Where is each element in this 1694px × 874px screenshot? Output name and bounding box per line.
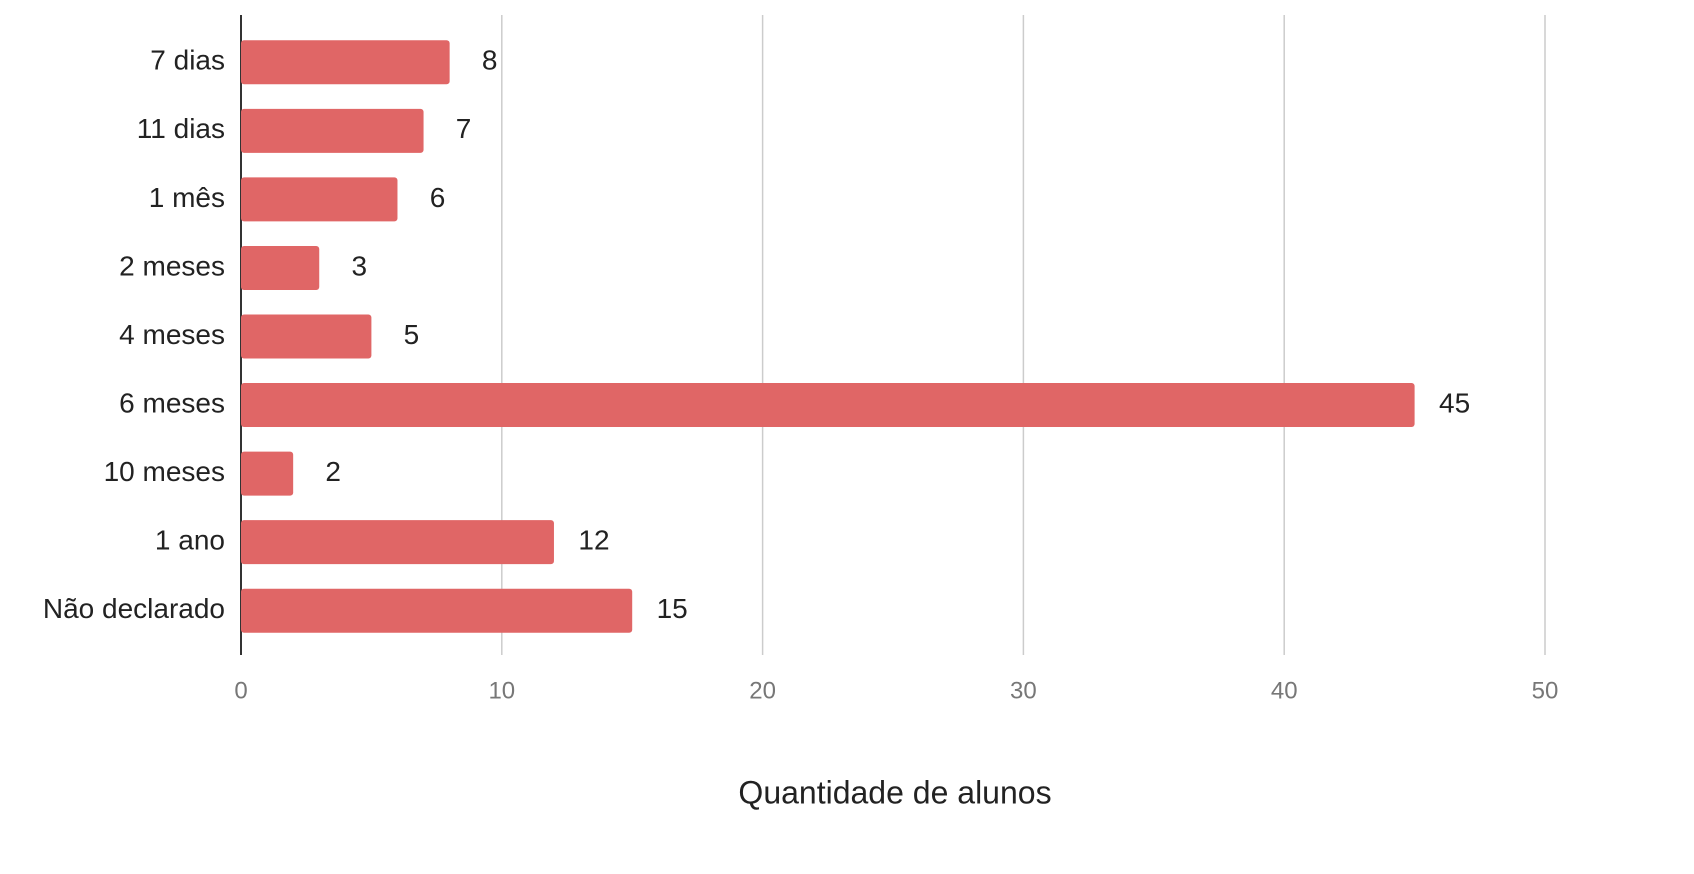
y-tick-label: 7 dias: [150, 45, 225, 76]
y-tick-label: 1 ano: [155, 525, 225, 556]
x-tick-label: 10: [488, 677, 515, 704]
x-tick-label: 20: [749, 677, 776, 704]
bar: [241, 588, 633, 633]
y-tick-label: 11 dias: [137, 113, 225, 144]
x-tick-label: 0: [234, 677, 247, 704]
x-tick-label: 40: [1271, 677, 1298, 704]
bar: [241, 314, 372, 359]
x-tick-label: 50: [1532, 677, 1559, 704]
value-label: 8: [482, 45, 498, 76]
value-label: 5: [404, 319, 420, 350]
x-tick-label: 30: [1010, 677, 1037, 704]
bar: [241, 451, 294, 496]
y-tick-label: 1 mês: [149, 182, 225, 213]
y-tick-label: Não declarado: [43, 593, 225, 624]
value-label: 7: [456, 113, 472, 144]
bar: [241, 40, 450, 85]
bar: [241, 520, 554, 565]
value-label: 2: [325, 456, 341, 487]
y-tick-label: 2 meses: [119, 250, 225, 281]
value-label: 12: [578, 525, 609, 556]
bar: [241, 383, 1415, 428]
value-label: 15: [657, 593, 688, 624]
y-tick-label: 10 meses: [104, 456, 225, 487]
x-axis-label: Quantidade de alunos: [738, 774, 1051, 810]
bar: [241, 245, 320, 290]
y-tick-label: 4 meses: [119, 319, 225, 350]
bar: [241, 177, 398, 222]
value-label: 45: [1439, 387, 1470, 418]
value-label: 3: [351, 250, 367, 281]
y-tick-label: 6 meses: [119, 387, 225, 418]
value-label: 6: [430, 182, 446, 213]
bar: [241, 108, 424, 153]
